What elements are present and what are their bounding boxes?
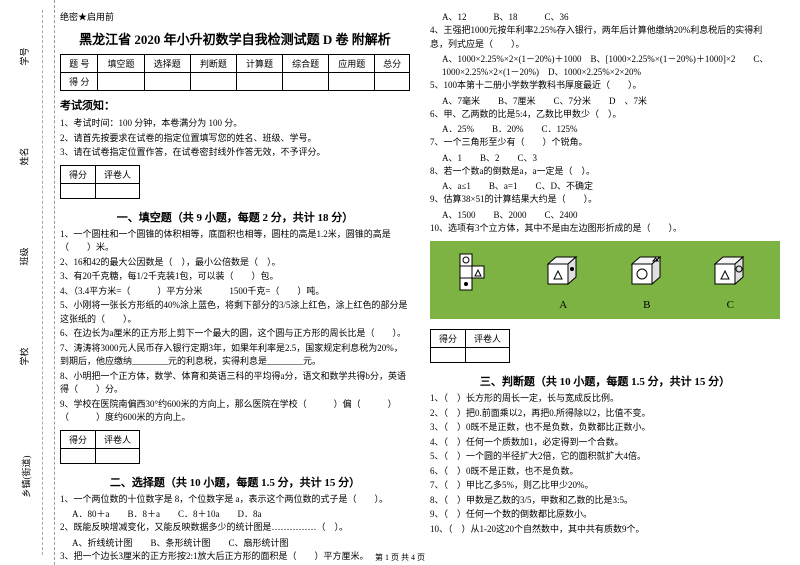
grader-box: 得分 评卷人 (60, 430, 140, 464)
q1-2: 2、16和42的最大公因数是（ ），最小公倍数是（ ）。 (60, 256, 410, 270)
label-a: A (538, 299, 588, 311)
exam-title: 黑龙江省 2020 年小升初数学自我检测试题 D 卷 附解析 (60, 29, 410, 48)
margin-name: 姓名 (18, 147, 31, 165)
q3-4: 4、（ ）任何一个质数加1，必定得到一个合数。 (430, 436, 780, 450)
th-comp: 综合题 (283, 55, 329, 73)
td-blank (283, 73, 329, 91)
margin-town: 乡镇(街道) (20, 456, 33, 498)
cube-b-icon (622, 249, 672, 294)
notice-item: 1、考试时间：100 分钟，本卷满分为 100 分。 (60, 117, 410, 131)
q3-10: 10、（ ）从1-20这20个自然数中，其中共有质数9个。 (430, 523, 780, 537)
q1-9: 9、学校在医院南偏西30°约600米的方向上，那么医院在学校（ ）偏（ ）（ ）… (60, 398, 410, 425)
q2-5: 5、100本第十二册小学数学教科书厚度最近（ ）。 (430, 79, 780, 93)
q3-5: 5、（ ）一个圆的半径扩大2倍，它的面积就扩大4倍。 (430, 450, 780, 464)
q2-7: 7、一个三角形至少有（ ）个锐角。 (430, 136, 780, 150)
q3-2: 2、（ ）把0.前面乘以2，再把0.所得除以2，比值不变。 (430, 407, 780, 421)
q1-4: 4、（3.4平方米=（ ）平方分米 1500千克=（ ）吨。 (60, 285, 410, 299)
td-blank (375, 73, 410, 91)
q1-7: 7、涛涛将3000元人民币存入银行定期3年，如果年利率是2.5，国家规定利息税为… (60, 342, 410, 369)
cube-options-figure: A B C (430, 241, 780, 319)
section2-title: 二、选择题（共 10 小题，每题 1.5 分，共计 15 分） (60, 474, 410, 490)
notice-title: 考试须知： (60, 97, 410, 113)
th-num: 题 号 (61, 55, 98, 73)
th-choice: 选择题 (144, 55, 190, 73)
q2-4: 4、王强把1000元按年利率2.25%存入银行，两年后计算他缴纳20%利息税后的… (430, 24, 780, 51)
q2-7-opts: A、1 B、2 C、3 (430, 151, 780, 164)
q2-6-opts: A．25% B．20% C．125% (430, 122, 780, 135)
q1-1: 1、一个圆柱和一个圆锥的体积相等，底面积也相等，圆柱的高是1.2米，圆锥的高是（… (60, 228, 410, 255)
q2-2-opts: A、折线统计图 B、条形统计图 C、扇形统计图 (60, 536, 410, 549)
section3-title: 三、判断题（共 10 小题，每题 1.5 分，共计 15 分） (430, 373, 780, 389)
q3-7: 7、（ ）甲比乙多5%，则乙比甲少20%。 (430, 479, 780, 493)
margin-student-id: 学号 (18, 47, 31, 65)
margin-school: 学校 (18, 347, 31, 365)
q1-5: 5、小刚将一张长方形纸的40%涂上蓝色，将剩下部分的3/5涂上红色，涂上红色的部… (60, 299, 410, 326)
sb-grader: 评卷人 (466, 330, 510, 348)
q2-1-opts: A．80＋a B．8＋a C．8＋10a D．8a (60, 507, 410, 520)
td-blank (329, 73, 375, 91)
cube-c-icon (705, 249, 755, 294)
th-app: 应用题 (329, 55, 375, 73)
q2-5-opts: A、7毫米 B、7厘米 C、7分米 D 、7米 (430, 94, 780, 107)
score-table: 题 号 填空题 选择题 判断题 计算题 综合题 应用题 总分 得 分 (60, 54, 410, 91)
margin-class: 班级 (18, 247, 31, 265)
th-calc: 计算题 (236, 55, 282, 73)
th-fill: 填空题 (98, 55, 144, 73)
cube-a-icon (538, 249, 588, 294)
q1-8: 8、小明把一个正方体，数学、体育和英语三科的平均得a分，语文和数学共得b分，英语… (60, 370, 410, 397)
q3-8: 8、（ ）甲数是乙数的3/5，甲数和乙数的比是3:5。 (430, 494, 780, 508)
q2-3-opts: A、12 B、18 C、36 (430, 10, 780, 23)
td-blank (190, 73, 236, 91)
cube-net-icon (455, 249, 505, 294)
q2-8: 8、若一个数a的倒数是a，a一定是（ ）。 (430, 165, 780, 179)
notice-item: 2、请首先按要求在试卷的指定位置填写您的姓名、班级、学号。 (60, 132, 410, 146)
notice-item: 3、请在试卷指定位置作答，在试卷密封线外作答无效，不予评分。 (60, 146, 410, 160)
sb-score: 得分 (61, 165, 96, 183)
q2-6: 6、甲、乙两数的比是5:4，乙数比甲数少（ ）。 (430, 108, 780, 122)
q3-3: 3、（ ）0既不是正数，也不是负数，负数都比正数小。 (430, 421, 780, 435)
label-c: C (705, 299, 755, 311)
q2-8-opts: A、a≤1 B、a=1 C、D、不确定 (430, 179, 780, 192)
label-b: B (622, 299, 672, 311)
th-judge: 判断题 (190, 55, 236, 73)
td-blank (144, 73, 190, 91)
q2-1: 1、一个两位数的十位数字是 8，个位数字是 a，表示这个两位数的式子是（ ）。 (60, 493, 410, 507)
page-footer: 第 1 页 共 4 页 (0, 552, 800, 563)
q2-9: 9、估算38×51的计算结果大约是（ ）。 (430, 193, 780, 207)
q1-6: 6、在边长为a厘米的正方形上剪下一个最大的圆，这个圆与正方形的周长比是（ ）。 (60, 327, 410, 341)
sb-grader: 评卷人 (96, 165, 140, 183)
th-total: 总分 (375, 55, 410, 73)
q1-3: 3、有20千克糖，每1/2千克装1包，可以装（ ）包。 (60, 270, 410, 284)
sb-score: 得分 (431, 330, 466, 348)
td-blank (98, 73, 144, 91)
q3-6: 6、（ ）0既不是正数，也不是负数。 (430, 465, 780, 479)
q2-9-opts: A、1500 B、2000 C、2400 (430, 208, 780, 221)
td-blank (236, 73, 282, 91)
grader-box: 得分 评卷人 (60, 165, 140, 199)
grader-box: 得分 评卷人 (430, 329, 510, 363)
q3-1: 1、（ ）长方形的周长一定，长与宽成反比例。 (430, 392, 780, 406)
q2-4-opts: A、1000×2.25%×2×(1－20%)＋1000 B、[1000×2.25… (430, 52, 780, 78)
q2-2: 2、既能反映增减变化，又能反映数据多少的统计图是……………（ ）。 (60, 521, 410, 535)
td-score: 得 分 (61, 73, 98, 91)
section1-title: 一、填空题（共 9 小题，每题 2 分，共计 18 分） (60, 209, 410, 225)
q3-9: 9、（ ）任何一个数的倒数都比原数小。 (430, 508, 780, 522)
confidential-mark: 绝密★启用前 (60, 10, 410, 23)
q2-10: 10、选项有3个立方体，其中不是由左边图形折成的是（ ）。 (430, 222, 780, 236)
sb-score: 得分 (61, 430, 96, 448)
sb-grader: 评卷人 (96, 430, 140, 448)
